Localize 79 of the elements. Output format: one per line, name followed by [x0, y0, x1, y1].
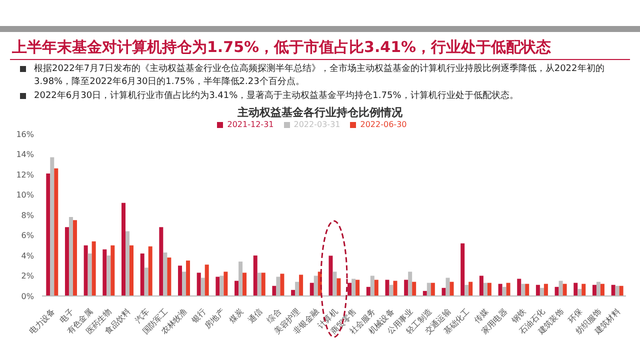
- bar: [167, 258, 172, 296]
- bar: [280, 274, 284, 296]
- bar: [393, 280, 398, 296]
- bar: [72, 220, 77, 296]
- bar: [148, 246, 152, 296]
- bar: [366, 286, 370, 296]
- bar: [544, 284, 548, 296]
- bar: [385, 280, 390, 296]
- bar: [554, 286, 559, 296]
- bar: [272, 286, 276, 296]
- bar: [460, 243, 465, 296]
- bar: [582, 284, 586, 296]
- x-tick-label: 通信: [246, 307, 264, 325]
- bar: [110, 245, 115, 296]
- text: 根据2022年7月7日发布的《主动权益基金行业仓位高频探测半年总结》，全市场主动权益基金的计算机行业持股比例逐季降低，从2022年初的3.98%，降至2022年6月30日的1.75%，半年降低2.23个百分点。: [34, 64, 604, 87]
- bar: [479, 276, 484, 296]
- bar: [242, 272, 247, 296]
- bar: [468, 282, 473, 296]
- chart-subtitle: 主动权益基金各行业持仓比例情况: [236, 105, 404, 120]
- text: 2022年6月30日，计算机行业市值占比约为3.41%，显著高于主动权益基金平均持仓1.75%，计算机行业处于低配状态。: [34, 91, 518, 101]
- bar: [525, 284, 530, 296]
- bar: [122, 202, 126, 296]
- y-tick-label: 10%: [16, 190, 34, 200]
- bar: [216, 276, 220, 296]
- y-tick-label: 4%: [21, 251, 34, 260]
- bar: [498, 284, 502, 296]
- chart-title: 上半年末基金对计算机持仓为1.75%，低于市值占比3.41%，行业处于低配状态: [11, 37, 552, 58]
- bar: [404, 280, 408, 296]
- y-tick-label: 2%: [21, 272, 34, 281]
- x-tick-label: 煤炭: [228, 307, 246, 325]
- y-tick-label: 16%: [16, 130, 34, 139]
- bar: [159, 227, 164, 296]
- bar: [574, 282, 578, 296]
- bar: [299, 274, 304, 296]
- bar: [84, 245, 88, 296]
- bar: [442, 288, 446, 296]
- y-tick-label: 6%: [21, 231, 34, 240]
- bar: [619, 286, 624, 296]
- bar: [291, 290, 296, 296]
- bar: [600, 284, 604, 296]
- bar: [611, 284, 616, 296]
- bar: [46, 173, 50, 296]
- legend-label: 2022-03-31: [294, 120, 340, 129]
- bar: [253, 256, 258, 296]
- bar: [562, 284, 567, 296]
- legend-label: 2021-12-31: [227, 120, 274, 129]
- bar: [536, 284, 540, 296]
- bar: [592, 284, 596, 296]
- y-tick-label: 0%: [21, 292, 34, 301]
- bar: [506, 282, 510, 296]
- legend-label: 2022-06-30: [360, 120, 407, 129]
- bar: [430, 282, 435, 296]
- bar: [487, 282, 492, 296]
- bar: [92, 241, 96, 296]
- bar: [178, 266, 182, 296]
- bar: [517, 278, 522, 296]
- x-tick-label: 电力设备: [28, 307, 57, 336]
- bar: [54, 168, 58, 296]
- bar: [130, 245, 134, 296]
- y-tick-label: 8%: [21, 210, 34, 220]
- bar: [328, 256, 333, 296]
- bar: [374, 280, 378, 296]
- bar: [204, 264, 209, 296]
- bar: [186, 260, 190, 296]
- bar: [140, 253, 144, 296]
- bar: [196, 272, 201, 296]
- bar: [102, 249, 107, 296]
- bar: [64, 227, 69, 296]
- bar: [310, 282, 314, 296]
- bar: [336, 278, 341, 296]
- bar: [224, 272, 228, 296]
- y-tick-label: 12%: [16, 170, 34, 180]
- bar: [356, 280, 360, 296]
- y-tick-label: 14%: [16, 150, 34, 160]
- bar: [450, 282, 454, 296]
- bar: [234, 280, 239, 296]
- bar: [412, 282, 416, 296]
- bar: [348, 282, 352, 296]
- bar: [261, 272, 266, 296]
